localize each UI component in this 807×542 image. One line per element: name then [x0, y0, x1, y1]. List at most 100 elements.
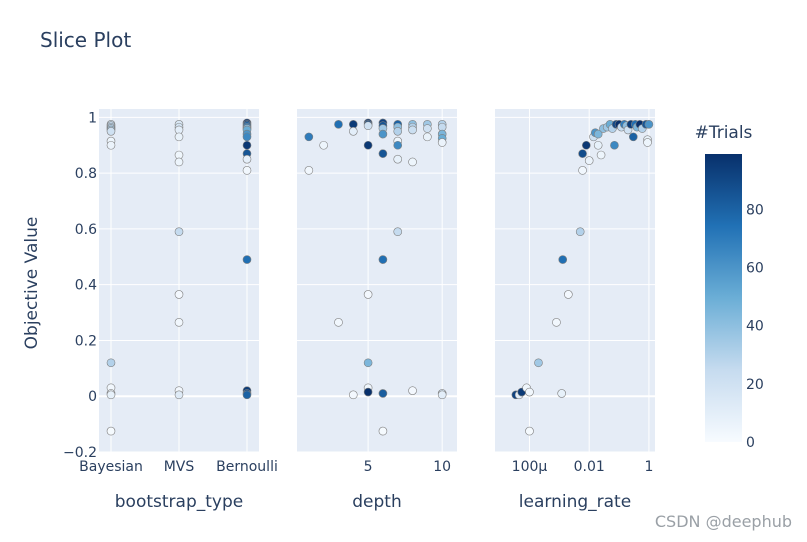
data-point	[174, 132, 184, 142]
data-point	[348, 390, 358, 400]
data-point	[393, 127, 403, 136]
data-point	[174, 157, 184, 167]
data-point	[525, 426, 534, 436]
data-point	[552, 318, 561, 327]
data-point	[242, 140, 252, 150]
data-point	[378, 129, 388, 139]
plot-panels: Bayesian MVS Bernoulli bootstrap_type 1 0.8 0.…	[63, 109, 655, 512]
y-tick-label: 1	[88, 110, 97, 126]
data-point	[106, 127, 116, 136]
data-point	[363, 358, 373, 368]
data-point	[378, 255, 388, 264]
data-point	[596, 150, 606, 160]
data-point	[393, 140, 403, 150]
data-point	[106, 390, 116, 400]
x-tick-label: MVS	[164, 459, 195, 475]
data-point	[408, 386, 417, 395]
colorbar-tick-label: 40	[746, 319, 764, 335]
data-point	[106, 426, 116, 436]
data-point	[408, 125, 417, 135]
data-point	[610, 140, 619, 150]
data-point	[423, 124, 432, 133]
colorbar: #Trials 0 20 40 60 80	[695, 123, 764, 451]
panel-bootstrap_type: Bayesian MVS Bernoulli bootstrap_type 1 0.8 0.…	[63, 109, 278, 512]
y-tick-label: 0	[88, 389, 97, 405]
data-point	[393, 227, 403, 236]
data-point	[525, 387, 534, 397]
x-tick-label: 5	[364, 459, 373, 475]
y-tick-label: 0.2	[75, 333, 97, 349]
data-point	[242, 166, 252, 175]
data-point	[628, 132, 638, 142]
data-point	[593, 129, 603, 139]
data-point	[378, 389, 388, 398]
data-point	[644, 120, 654, 129]
x-tick-label: Bernoulli	[216, 459, 278, 475]
data-point	[393, 154, 403, 164]
colorbar-tick-label: 0	[746, 435, 755, 451]
data-point	[378, 149, 388, 158]
panel-depth: 5 10 depth	[297, 109, 457, 512]
data-point	[578, 149, 587, 158]
data-point	[304, 166, 314, 175]
data-point	[423, 132, 432, 142]
colorbar-tick-label: 20	[746, 377, 764, 393]
data-point	[584, 156, 594, 165]
colorbar-gradient	[705, 154, 742, 442]
colorbar-title: #Trials	[695, 123, 753, 143]
data-point	[363, 290, 373, 299]
data-point	[242, 154, 252, 164]
data-point	[304, 132, 314, 142]
data-point	[581, 140, 591, 150]
data-point	[575, 227, 585, 236]
data-point	[437, 138, 447, 147]
colorbar-tick-label: 80	[746, 202, 764, 218]
x-tick-label: Bayesian	[79, 459, 143, 475]
data-point	[363, 140, 373, 150]
data-point	[363, 387, 373, 397]
x-axis-title: depth	[352, 492, 401, 512]
data-point	[334, 120, 343, 129]
data-point	[106, 358, 116, 368]
data-point	[408, 157, 417, 167]
data-point	[174, 290, 184, 299]
data-point	[334, 318, 343, 327]
colorbar-tick-label: 60	[746, 260, 764, 276]
panel-background	[495, 109, 655, 452]
data-point	[378, 426, 388, 436]
x-tick-label: 1	[644, 459, 653, 475]
data-point	[558, 255, 568, 264]
data-point	[437, 390, 447, 400]
data-point	[174, 227, 184, 236]
y-tick-label: 0.4	[75, 278, 97, 294]
y-tick-label: 0.6	[75, 222, 97, 238]
x-axis-title: bootstrap_type	[115, 492, 243, 512]
x-tick-label: 10	[433, 459, 451, 475]
data-point	[242, 255, 252, 264]
y-tick-label: 0.8	[75, 166, 97, 182]
data-point	[557, 389, 567, 398]
data-point	[319, 140, 328, 150]
data-point	[593, 140, 603, 150]
data-point	[363, 121, 373, 131]
data-point	[174, 390, 184, 400]
data-point	[564, 290, 573, 299]
panel-learning_rate: 100μ 0.01 1 learning_rate	[495, 109, 655, 512]
data-point	[534, 358, 543, 368]
data-point	[242, 132, 252, 142]
y-tick-label: −0.2	[63, 445, 97, 461]
data-point	[242, 390, 252, 400]
data-point	[106, 140, 116, 150]
watermark-text: CSDN @deephub	[655, 512, 792, 531]
x-axis-title: learning_rate	[519, 492, 631, 512]
x-tick-label: 100μ	[512, 459, 548, 475]
data-point	[578, 166, 587, 175]
data-point	[348, 127, 358, 136]
y-axis-title: Objective Value	[22, 217, 42, 350]
data-point	[643, 138, 652, 147]
data-point	[174, 318, 184, 327]
x-tick-label: 0.01	[574, 459, 605, 475]
panel-background	[297, 109, 457, 452]
chart-title: Slice Plot	[40, 28, 131, 52]
